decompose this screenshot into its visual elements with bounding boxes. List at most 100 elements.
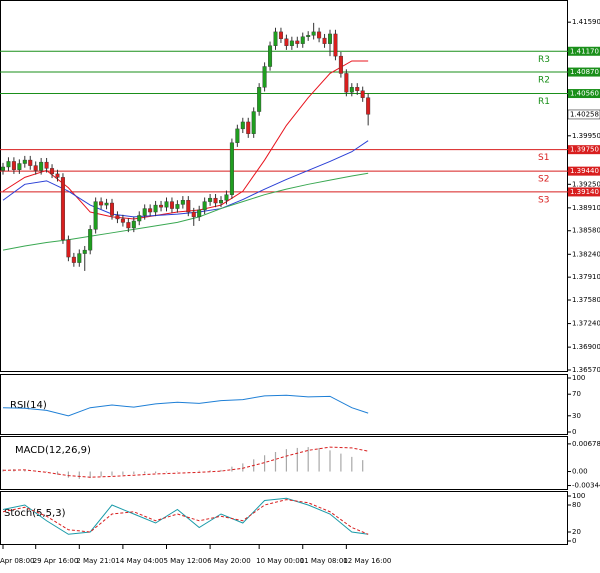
candle-body: [6, 161, 11, 168]
candle-body: [273, 31, 278, 46]
candle-body: [126, 222, 131, 229]
candle-body: [295, 40, 300, 44]
candle-body: [306, 35, 311, 37]
y-tick-label: 0: [572, 428, 576, 436]
y-tick-label: 1.41590: [572, 18, 600, 26]
candle-body: [93, 201, 98, 230]
indicator-line: [2, 499, 369, 535]
y-tick-label: 1.36570: [572, 366, 600, 374]
candle-body: [77, 253, 82, 263]
level-label-box: [568, 67, 600, 77]
indicator-line: [2, 497, 369, 535]
candle-body: [180, 200, 185, 205]
candle-body: [338, 55, 343, 74]
candle-body: [88, 229, 93, 251]
candle-body: [278, 31, 283, 40]
candle-body: [28, 159, 33, 166]
x-tick-label: 29 Apr 16:00: [33, 557, 79, 565]
y-tick-label: 20: [572, 528, 581, 536]
candle-body: [355, 87, 360, 91]
y-tick-label: 1.38910: [572, 204, 600, 212]
level-name: R1: [538, 97, 550, 107]
candle-body: [148, 208, 153, 213]
level-label: 1.39750: [570, 146, 599, 154]
candle-body: [235, 128, 240, 143]
candle-body: [104, 202, 109, 206]
y-tick-label: 1.36900: [572, 343, 600, 351]
level-label: 1.41170: [570, 47, 599, 55]
stoch-title: Stoch(5,5,3): [4, 508, 66, 519]
x-tick-label: 11 May 08:00: [300, 557, 348, 565]
candle-body: [262, 66, 267, 88]
main-panel: [0, 0, 568, 372]
level-label: 1.40870: [570, 68, 599, 76]
candle-body: [333, 33, 338, 57]
candle-body: [311, 31, 316, 36]
candle-body: [50, 168, 55, 175]
candle-body: [1, 166, 5, 171]
candle-body: [213, 197, 218, 204]
y-tick-label: 0.006789: [572, 440, 600, 448]
level-label: 1.39440: [570, 167, 599, 175]
y-tick-label: 1.39250: [572, 180, 600, 188]
y-tick-label: 1.37580: [572, 296, 600, 304]
candle-body: [71, 256, 76, 263]
y-tick-label: 1.39950: [572, 132, 600, 140]
candle-body: [289, 40, 294, 46]
candle-body: [169, 201, 174, 209]
x-tick-label: Apr 08:00: [0, 557, 35, 565]
level-label-box: [568, 89, 600, 99]
candle-body: [22, 159, 27, 164]
candle-body: [82, 249, 87, 254]
candle-body: [44, 161, 49, 169]
candle-body: [344, 73, 349, 93]
candle-body: [360, 90, 365, 98]
y-tick-label: 1.38240: [572, 250, 600, 258]
candle-body: [300, 36, 305, 44]
y-tick-label: 100: [572, 374, 585, 382]
candle-body: [55, 173, 60, 178]
candle-body: [268, 45, 273, 67]
last-price-box: [567, 109, 600, 120]
candle-body: [349, 87, 354, 93]
candle-body: [191, 211, 196, 218]
level-label: 1.40560: [570, 90, 599, 98]
candle-body: [229, 142, 234, 195]
candle-body: [251, 111, 256, 134]
x-tick-label: 10 May 00:00: [256, 557, 304, 565]
candle-body: [17, 163, 22, 170]
candle-body: [208, 197, 213, 202]
level-name: S1: [538, 153, 549, 163]
y-tick-label: 30: [572, 412, 581, 420]
candle-body: [60, 177, 65, 240]
level-name: S2: [538, 175, 549, 185]
candle-body: [197, 209, 202, 218]
y-tick-label: 1.37910: [572, 273, 600, 281]
candle-body: [224, 194, 229, 201]
candle-body: [186, 200, 191, 213]
candle-body: [115, 215, 120, 220]
y-tick-label: 0: [572, 537, 576, 545]
x-tick-label: 5 May 12:00: [164, 557, 208, 565]
x-tick-label: 2 May 21:01: [76, 557, 120, 565]
y-tick-label: 0.00: [572, 468, 588, 476]
indicator-line: [2, 394, 369, 417]
x-tick-label: 4 May 04:00: [120, 557, 164, 565]
stoch-panel: [0, 491, 568, 545]
candle-body: [159, 204, 164, 208]
level-name: R3: [538, 55, 550, 65]
candle-body: [218, 200, 223, 204]
candle-body: [322, 37, 327, 44]
candle-body: [366, 97, 371, 115]
candle-body: [246, 121, 251, 134]
level-label-box: [568, 145, 600, 155]
macd-title: MACD(12,26,9): [15, 445, 91, 456]
moving-average: [2, 172, 369, 251]
candle-body: [284, 38, 289, 46]
level-name: R2: [538, 76, 550, 86]
y-tick-label: 100: [572, 492, 585, 500]
level-label-box: [568, 166, 600, 176]
